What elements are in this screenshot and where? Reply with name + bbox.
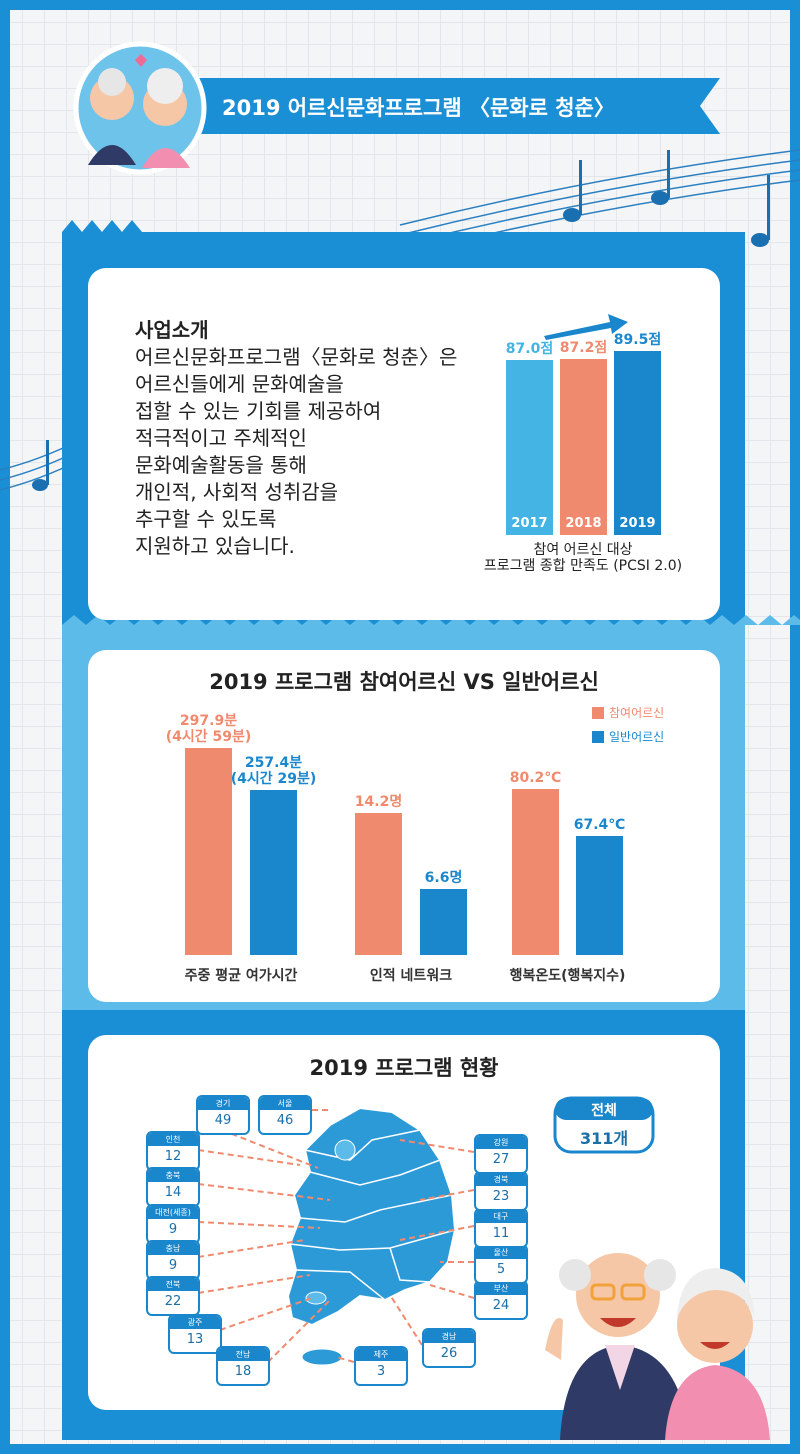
region-name: 전남	[218, 1348, 268, 1361]
region-count: 9	[168, 1222, 178, 1237]
region-count: 22	[164, 1294, 182, 1309]
value-label: 67.4℃	[573, 817, 626, 834]
region-name: 인천	[148, 1133, 198, 1146]
value-label: 87.0점	[505, 341, 554, 358]
bar	[420, 889, 467, 955]
legend-label: 참여어르신	[609, 706, 665, 720]
value-label: 14.2명	[354, 794, 403, 810]
value-label: 87.2점	[559, 340, 608, 357]
region-name: 충북	[148, 1169, 198, 1182]
value-label: 89.5점	[613, 331, 662, 348]
region-name: 울산	[476, 1246, 526, 1259]
x-tick-label: 주중 평균 여가시간	[184, 968, 298, 984]
bar	[185, 747, 232, 955]
x-tick-label: 행복온도(행복지수)	[509, 968, 626, 984]
region-count: 24	[492, 1298, 510, 1313]
region-count: 12	[164, 1149, 182, 1164]
region-count: 9	[168, 1258, 178, 1273]
region-name: 전북	[148, 1278, 198, 1291]
legend-swatch	[592, 706, 604, 719]
region-box: 전북 22	[146, 1276, 200, 1316]
intro-line: 지원하고 있습니다.	[135, 534, 295, 558]
region-box: 광주 13	[168, 1314, 222, 1354]
intro-line: 문화예술활동을 통해	[135, 453, 307, 477]
value-label: 6.6명	[424, 870, 463, 886]
region-count: 18	[234, 1364, 252, 1379]
bar	[576, 836, 623, 955]
region-count: 26	[440, 1346, 458, 1361]
value-label: 80.2℃	[509, 770, 562, 787]
intro-line: 접할 수 있는 기회를 제공하여	[135, 399, 382, 423]
region-name: 대구	[476, 1210, 526, 1223]
region-count: 3	[376, 1364, 386, 1379]
chart-caption: 참여 어르신 대상 프로그램 종합 만족도 (PCSI 2.0)	[483, 542, 683, 574]
region-count: 13	[186, 1332, 204, 1347]
intro-line: 어르신문화프로그램〈문화로 청춘〉은	[135, 345, 458, 369]
bar	[560, 359, 607, 535]
legend-label: 일반어르신	[609, 730, 665, 744]
region-name: 광주	[170, 1316, 220, 1329]
region-box: 대전(세종) 9	[146, 1204, 200, 1244]
region-count: 14	[164, 1185, 182, 1200]
banner-title: 2019 어르신문화프로그램 〈문화로 청춘〉	[222, 96, 615, 120]
region-box: 경북 23	[474, 1171, 528, 1211]
region-box: 제주 3	[354, 1346, 408, 1386]
region-name: 충남	[148, 1242, 198, 1255]
region-count: 27	[492, 1152, 510, 1167]
region-box: 경기 49	[196, 1095, 250, 1135]
region-count: 23	[492, 1189, 510, 1204]
value-label: 297.9분 (4시간 59분)	[165, 712, 252, 745]
region-box: 충남 9	[146, 1240, 200, 1280]
region-box: 서울 46	[258, 1095, 312, 1135]
region-name: 제주	[356, 1348, 406, 1361]
legend-swatch	[592, 730, 604, 743]
bar	[355, 813, 402, 955]
region-box: 대구 11	[474, 1208, 528, 1248]
region-count: 46	[276, 1113, 294, 1128]
intro-line: 개인적, 사회적 성취감을	[135, 480, 339, 504]
region-name: 경기	[198, 1097, 248, 1110]
x-tick-label: 2017	[511, 516, 548, 531]
bar	[614, 350, 661, 535]
region-name: 경남	[424, 1330, 474, 1343]
region-name: 경북	[476, 1173, 526, 1186]
bar	[512, 789, 559, 955]
legend-entry: 일반어르신	[592, 728, 664, 745]
region-name: 대전(세종)	[148, 1206, 198, 1219]
region-box: 강원 27	[474, 1134, 528, 1174]
intro-line: 추구할 수 있도록	[135, 507, 277, 531]
legend-entry: 참여어르신	[592, 704, 664, 721]
banner-ribbon	[150, 78, 720, 134]
intro-line: 어르신들에게 문화예술을	[135, 372, 344, 396]
region-box: 울산 5	[474, 1244, 528, 1284]
region-name: 서울	[260, 1097, 310, 1110]
comparison-title: 2019 프로그램 참여어르신 VS 일반어르신	[209, 670, 599, 694]
map-title: 2019 프로그램 현황	[309, 1056, 499, 1080]
region-count: 5	[496, 1262, 506, 1277]
x-tick-label: 2019	[619, 516, 656, 531]
total-value: 311개	[579, 1129, 629, 1148]
region-count: 11	[492, 1226, 510, 1241]
total-label: 전체	[591, 1103, 617, 1119]
region-box: 충북 14	[146, 1167, 200, 1207]
trend-arrow	[544, 314, 628, 340]
x-tick-label: 인적 네트워크	[369, 968, 453, 984]
region-box: 인천 12	[146, 1131, 200, 1171]
region-count: 49	[214, 1113, 232, 1128]
intro-heading: 사업소개	[135, 318, 209, 342]
region-box: 경남 26	[422, 1328, 476, 1368]
bar	[250, 790, 297, 955]
x-tick-label: 2018	[565, 516, 602, 531]
region-name: 강원	[476, 1136, 526, 1149]
region-name: 부산	[476, 1282, 526, 1295]
intro-line: 적극적이고 주체적인	[135, 426, 307, 450]
value-label: 257.4분 (4시간 29분)	[230, 755, 317, 788]
region-box: 부산 24	[474, 1280, 528, 1320]
bar	[506, 360, 553, 535]
region-box: 전남 18	[216, 1346, 270, 1386]
